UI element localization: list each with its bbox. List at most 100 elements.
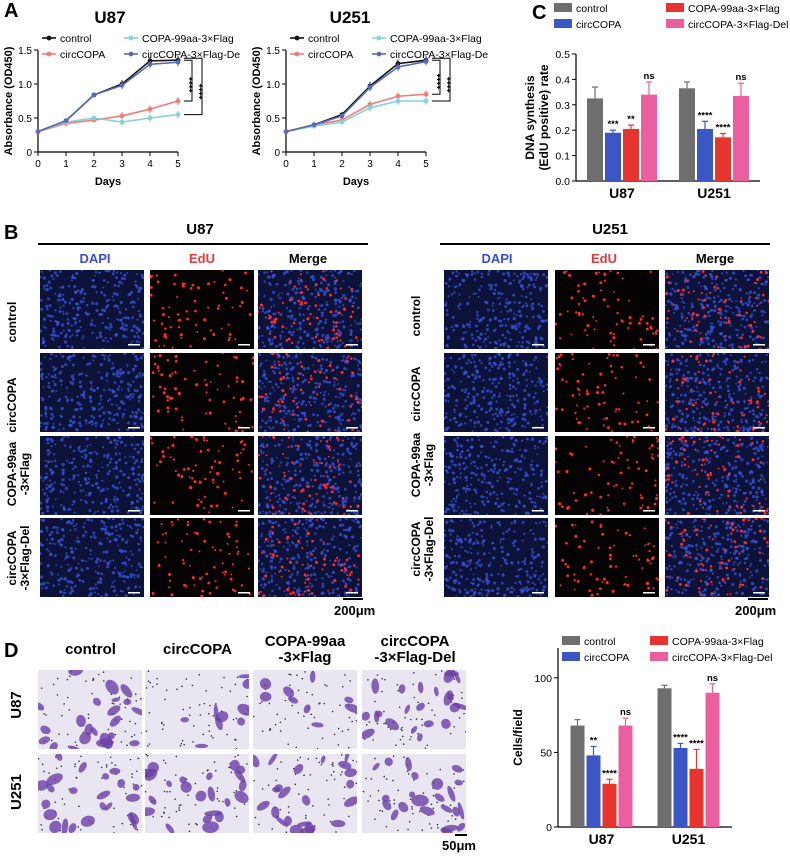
data-point [63, 118, 69, 124]
micrograph-u87-r2-edu-image [150, 436, 254, 515]
micrograph-u251-r2-dapi-image [444, 436, 548, 515]
x-tick-label: 1 [311, 159, 317, 170]
legend-label: COPA-99aa-3×Flag [688, 3, 780, 15]
bar [689, 768, 704, 827]
micrograph-u87-r1-merge [258, 353, 362, 432]
legend-label: circCOPA-3×Flag-Del [688, 19, 788, 31]
bar [641, 94, 657, 181]
micrograph-u251-r3-edu-image [555, 518, 659, 597]
y-tick-label: 0.3 [555, 100, 570, 112]
sig-bracket [184, 57, 203, 116]
legend-label: control [308, 33, 340, 45]
transwell-image-r0-c1-image [145, 670, 249, 749]
bar [715, 137, 731, 181]
y-tick-label: 0.5 [18, 114, 32, 125]
legend-label: circCOPA-3×Flag-Del [390, 49, 488, 61]
y-tick-label: 1.0 [266, 80, 280, 91]
micrograph-u251-r2-merge-image [665, 436, 769, 515]
bar [570, 725, 585, 827]
panel-b-title-u87: U87 [186, 221, 214, 238]
micrograph-u87-r1-edu-image [150, 353, 254, 432]
col-label-merge-left: Merge [288, 251, 328, 266]
row-label-d-u87: U87 [8, 691, 25, 719]
micrograph-u87-r3-edu [150, 518, 254, 597]
transwell-image-r0-c1 [145, 670, 249, 749]
y-axis-label: (EdU positive) rate [537, 64, 551, 170]
legend-label: COPA-99aa-3×Flag [390, 33, 482, 45]
x-tick-label: 5 [423, 159, 429, 170]
y-tick-label: 0.1 [555, 151, 570, 163]
data-point [283, 129, 289, 134]
row-label-control-left: control [5, 301, 19, 343]
legend-marker [376, 35, 382, 41]
bar [657, 688, 672, 827]
legend-label: control [584, 636, 616, 648]
micrograph-u87-r3-dapi-image [40, 518, 144, 597]
data-point [35, 129, 41, 134]
transwell-image-r0-c2 [253, 670, 357, 749]
bar-sig-label: *** [607, 119, 618, 130]
scale-bar-right [748, 598, 768, 600]
panel-b-divider-left [38, 243, 368, 245]
y-tick-label: 0.0 [555, 176, 570, 188]
bar-sig-label: **** [689, 738, 704, 749]
sig-bracket [184, 59, 193, 102]
bar-sig-label: ns [707, 673, 718, 684]
y-tick-label: 0.2 [555, 125, 570, 137]
legend-label: circCOPA-3×Flag-Del [672, 652, 772, 664]
micrograph-u251-r3-edu [555, 518, 659, 597]
series-line [37, 59, 179, 133]
col-label-merge-right: Merge [695, 251, 735, 266]
bar-sig-label: **** [602, 768, 617, 779]
y-tick-label: 0.5 [555, 49, 570, 61]
bar [605, 132, 621, 181]
micrograph-u251-r1-edu [555, 353, 659, 432]
y-axis-label: Absorbance (OD450) [3, 46, 15, 155]
col-label-d-control: control [65, 641, 116, 658]
micrograph-u251-r2-edu-image [555, 436, 659, 515]
micrograph-u87-r2-edu [150, 436, 254, 515]
micrograph-u251-r3-merge-image [665, 518, 769, 597]
micrograph-u251-r0-edu [555, 270, 659, 349]
x-tick-label: 2 [339, 159, 345, 170]
x-tick-label: 4 [147, 159, 153, 170]
sig-label: **** [188, 77, 199, 93]
legend-marker [46, 35, 52, 41]
panel-letter-a: A [4, 0, 19, 22]
legend-marker [46, 51, 52, 57]
sig-bracket [432, 57, 451, 102]
x-tick-label: 2 [91, 159, 97, 170]
series-line [37, 100, 179, 133]
legend-label: circCOPA [308, 49, 353, 61]
scale-label-left: 200μm [334, 603, 376, 618]
legend-label: circCOPA [60, 49, 105, 61]
legend-label: control [576, 3, 608, 15]
data-point [91, 115, 97, 121]
micrograph-u87-r0-edu [150, 270, 254, 349]
row-label-copa99aa-left: COPA-99aa -3×Flag [5, 441, 32, 507]
col-label-d-del: circCOPA -3×Flag-Del [374, 633, 456, 666]
transwell-image-r0-c2-image [253, 670, 357, 749]
transwell-image-r1-c3 [362, 754, 466, 833]
series-line [37, 113, 179, 133]
bar [587, 98, 603, 181]
micrograph-u87-r3-merge-image [258, 518, 362, 597]
x-tick-label: 3 [119, 159, 125, 170]
y-tick-label: 0.4 [555, 74, 570, 86]
x-axis-label: Days [95, 176, 121, 188]
transwell-image-r1-c2-image [253, 754, 357, 833]
micrograph-u87-r1-dapi [40, 353, 144, 432]
transwell-image-r1-c0-image [38, 754, 142, 833]
col-label-d-copa99aa: COPA-99aa -3×Flag [264, 633, 346, 666]
bar [733, 95, 749, 181]
micrograph-u251-r1-edu-image [555, 353, 659, 432]
micrograph-u87-r0-edu-image [150, 270, 254, 349]
micrograph-u87-r0-merge [258, 270, 362, 349]
micrograph-u87-r3-merge [258, 518, 362, 597]
scale-bar-d [455, 834, 467, 836]
row-label-d-u251: U251 [8, 774, 25, 810]
bar [679, 88, 695, 181]
category-label: U251 [672, 831, 706, 847]
panel-letter-b: B [4, 222, 19, 244]
micrograph-u251-r0-merge [665, 270, 769, 349]
